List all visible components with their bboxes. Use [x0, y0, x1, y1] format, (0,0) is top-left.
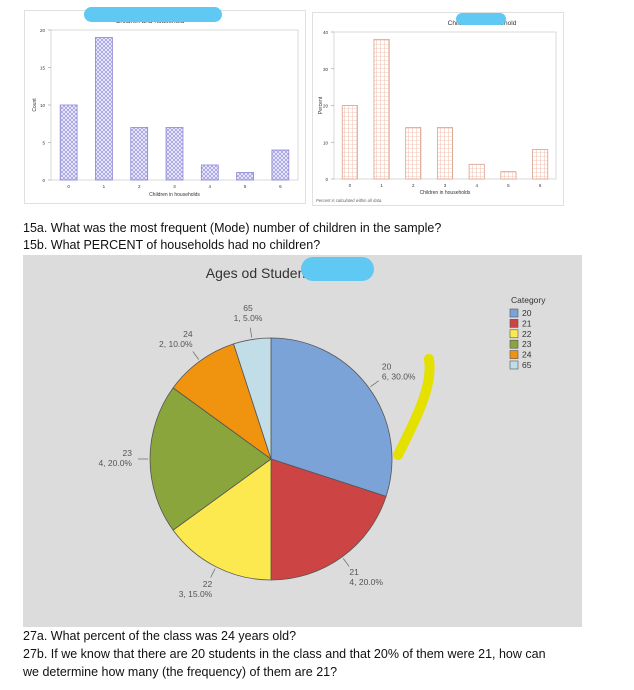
x-tick-label: 2	[412, 183, 415, 188]
x-axis-label: Children in households	[149, 192, 200, 198]
legend-swatch	[509, 319, 519, 328]
bar	[95, 37, 113, 181]
highlight-scribble-pie	[301, 257, 374, 281]
pie-slice-value: 3, 15.0%	[179, 589, 213, 599]
bar	[436, 127, 454, 180]
pie-slice-value: 6, 30.0%	[382, 372, 416, 382]
x-axis-label: Children in households	[420, 190, 471, 196]
legend-label: 20	[522, 308, 532, 318]
bar	[373, 38, 390, 180]
legend-title: Category	[511, 295, 546, 305]
pie-slice-value: 2, 10.0%	[159, 339, 193, 349]
y-tick-label: 20	[40, 28, 46, 33]
bar	[500, 171, 517, 180]
x-tick-label: 6	[279, 184, 282, 189]
bar	[236, 172, 254, 181]
question-27b-line2: we determine how many (the frequency) of…	[23, 665, 338, 679]
bar	[165, 127, 184, 181]
pie-leader-line	[343, 558, 350, 567]
pie-slice	[149, 387, 272, 531]
question-15b: 15b. What PERCENT of households had no c…	[23, 238, 321, 252]
bar	[200, 164, 219, 181]
y-axis-label: Percent	[318, 96, 324, 114]
bar	[468, 163, 485, 180]
bar	[532, 149, 549, 180]
pie-title: Ages od Students	[206, 265, 317, 281]
x-tick-label: 5	[507, 183, 510, 188]
pie-leader-line	[210, 568, 216, 578]
percent-bar-chart: Children and household010203040Percent01…	[312, 12, 564, 206]
legend-label: 23	[522, 339, 532, 349]
y-tick-label: 40	[323, 30, 329, 35]
y-axis-label: Count	[32, 98, 38, 112]
pie-slice-value: 4, 20.0%	[98, 458, 132, 468]
x-tick-label: 1	[103, 184, 106, 189]
x-tick-label: 0	[349, 183, 352, 188]
pie-slice-value: 1, 5.0%	[234, 313, 263, 323]
count-bar-chart: Children and household05101520Count01234…	[24, 10, 306, 204]
question-27a: 27a. What percent of the class was 24 ye…	[23, 629, 297, 643]
pie-slice	[270, 337, 393, 497]
legend-label: 21	[522, 318, 532, 328]
legend-swatch	[509, 350, 519, 359]
pie-slice	[270, 458, 387, 581]
question-15a: 15a. What was the most frequent (Mode) n…	[23, 221, 442, 235]
pie-slice	[172, 343, 272, 461]
y-tick-label: 10	[40, 103, 46, 108]
chart-footnote: Percent is calculated within all data.	[316, 198, 382, 203]
y-tick-label: 0	[325, 177, 328, 182]
y-tick-label: 0	[42, 178, 45, 183]
legend-swatch	[509, 308, 519, 318]
x-tick-label: 3	[173, 184, 176, 189]
pie-slice-value: 4, 20.0%	[349, 577, 383, 587]
y-tick-label: 30	[323, 67, 329, 72]
pie-leader-line	[249, 327, 253, 338]
bar	[271, 149, 290, 181]
x-tick-label: 4	[209, 184, 212, 189]
question-27b-line1: 27b. If we know that there are 20 studen…	[23, 647, 546, 661]
pie-slice-label: 23	[123, 448, 133, 458]
bar	[59, 104, 78, 181]
x-tick-label: 4	[475, 183, 478, 188]
bar	[405, 127, 422, 180]
x-tick-label: 6	[539, 183, 542, 188]
legend-swatch	[509, 339, 519, 349]
x-tick-label: 5	[244, 184, 247, 189]
bar	[130, 127, 149, 181]
pie-leader-line	[370, 380, 379, 387]
x-tick-label: 3	[444, 183, 447, 188]
y-tick-label: 20	[323, 104, 329, 109]
legend-label: 65	[522, 360, 532, 370]
pie-slice	[172, 458, 272, 581]
y-tick-label: 10	[323, 140, 329, 145]
highlighter-mark	[393, 354, 435, 460]
highlight-scribble-right	[456, 13, 506, 25]
pie-slice-label: 65	[243, 303, 253, 313]
x-tick-label: 0	[67, 184, 70, 189]
legend-label: 24	[522, 350, 532, 360]
y-tick-label: 5	[42, 141, 45, 146]
pie-slice	[233, 337, 272, 460]
y-tick-label: 15	[40, 66, 46, 71]
x-tick-label: 1	[380, 183, 383, 188]
legend-swatch	[509, 360, 519, 370]
pie-slice-label: 22	[203, 579, 213, 589]
pie-leader-line	[192, 351, 199, 360]
legend-swatch	[509, 329, 519, 339]
bar	[341, 105, 358, 180]
pie-slice-label: 20	[382, 362, 392, 372]
highlight-scribble-left	[84, 7, 222, 22]
x-tick-label: 2	[138, 184, 141, 189]
pie-slice-label: 24	[183, 329, 193, 339]
pie-slice-label: 21	[349, 567, 359, 577]
legend-label: 22	[522, 329, 532, 339]
